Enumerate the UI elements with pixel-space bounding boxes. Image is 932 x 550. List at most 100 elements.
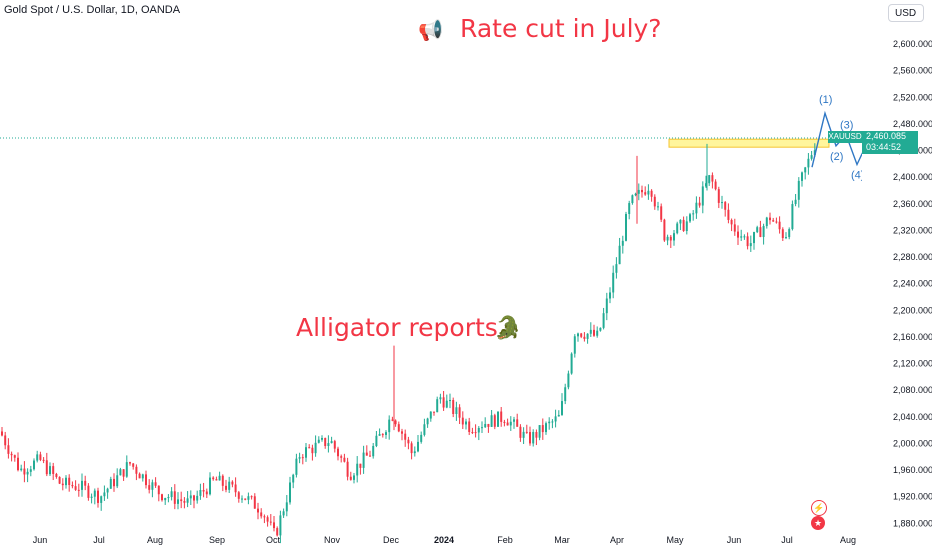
candle-body: [417, 441, 419, 452]
candle-body: [161, 494, 163, 501]
candle-body: [404, 433, 407, 440]
price-tick-label: 1,960.000: [893, 465, 932, 475]
time-tick-label: Jul: [781, 535, 793, 545]
candle-body: [426, 418, 429, 425]
alligator-annotation[interactable]: Alligator reports: [296, 313, 498, 342]
candle-body: [151, 482, 154, 490]
candle-body: [753, 232, 755, 244]
candle-body: [394, 420, 397, 425]
candle-body: [170, 491, 173, 498]
candle-body: [759, 227, 762, 237]
time-tick-label: Dec: [383, 535, 400, 545]
candle-body: [503, 421, 506, 423]
candle-body: [647, 190, 650, 195]
candle-body: [362, 452, 365, 468]
candle-body: [189, 495, 192, 499]
candle-body: [173, 491, 176, 504]
wave-label: (2): [830, 151, 843, 163]
price-tick-label: 2,120.000: [893, 359, 932, 369]
candle-body: [682, 219, 685, 231]
candle-body: [58, 476, 61, 484]
time-tick-label: May: [666, 535, 684, 545]
candle-body: [289, 482, 291, 503]
candle-body: [113, 478, 115, 487]
rate-cut-annotation[interactable]: Rate cut in July?: [460, 14, 662, 43]
candle-body: [522, 431, 525, 438]
candle-body: [401, 431, 403, 434]
candle-body: [263, 516, 266, 518]
price-axis: 1,880.000 1,920.000 1,960.000 2,000.000 2,04…: [862, 0, 932, 550]
candle-body: [596, 330, 599, 336]
candle-body: [500, 411, 503, 422]
last-price-tag: 2,460.085 03:44:52: [862, 131, 918, 154]
candle-body: [324, 437, 327, 447]
candle-body: [532, 431, 535, 444]
candle-body: [650, 190, 653, 197]
price-tick-label: 2,560.000: [893, 66, 932, 76]
candle-body: [506, 422, 509, 426]
candle-body: [711, 175, 714, 182]
candle-body: [337, 448, 339, 457]
time-tick-label: Aug: [840, 535, 856, 545]
currency-selector[interactable]: USD: [888, 4, 924, 22]
candle-body: [535, 431, 538, 438]
candle-body: [641, 189, 643, 193]
candle-body: [122, 469, 125, 477]
price-tick-label: 1,920.000: [893, 492, 932, 502]
candle-body: [493, 415, 496, 427]
candle-body: [551, 421, 554, 423]
candle-body: [359, 463, 362, 468]
candle-body: [23, 468, 26, 475]
candle-body: [637, 189, 640, 194]
candle-body: [157, 485, 160, 495]
candle-body: [202, 490, 205, 492]
resistance-zone-rect: [668, 138, 830, 148]
candle-body: [369, 455, 371, 457]
price-tick-label: 1,880.000: [893, 518, 932, 528]
candle-body: [314, 442, 317, 454]
candle-body: [145, 474, 147, 486]
candle-body: [765, 217, 768, 227]
candle-body: [769, 217, 771, 221]
candle-body: [301, 457, 304, 459]
candle-body: [141, 474, 144, 479]
candle-body: [573, 336, 576, 354]
wave-label: (3): [840, 120, 853, 132]
candle-body: [199, 490, 202, 496]
candle-body: [372, 445, 375, 457]
candle-body: [397, 424, 400, 432]
chart-title: Gold Spot / U.S. Dollar, 1D, OANDA: [4, 4, 181, 16]
candle-body: [231, 481, 234, 485]
candle-body: [205, 491, 208, 495]
candle-body: [465, 421, 467, 425]
candle-body: [583, 336, 586, 339]
candle-body: [93, 490, 96, 497]
candle-body: [791, 204, 794, 230]
candle-body: [743, 236, 746, 238]
candle-body: [17, 457, 19, 471]
candle-body: [570, 353, 573, 374]
us-flag-event-icon[interactable]: ★: [811, 516, 825, 530]
candle-body: [330, 441, 333, 444]
candle-body: [538, 425, 541, 438]
candle-body: [221, 475, 224, 486]
candle-body: [669, 236, 672, 241]
time-tick-label: Mar: [554, 535, 570, 545]
candle-body: [353, 475, 355, 480]
candle-body: [410, 443, 413, 454]
candle-body: [212, 477, 215, 480]
candle-body: [529, 432, 531, 444]
candle-body: [724, 202, 727, 210]
lightning-event-icon[interactable]: ⚡: [811, 500, 827, 516]
candle-body: [801, 172, 803, 181]
candle-body: [154, 482, 157, 486]
candle-body: [634, 193, 637, 196]
candle-body: [308, 447, 311, 449]
candle-body: [305, 447, 307, 458]
candle-body: [183, 501, 186, 503]
countdown: 03:44:52: [866, 142, 902, 152]
candle-body: [186, 498, 189, 503]
megaphone-icon: 📢: [418, 20, 443, 42]
candle-body: [644, 192, 647, 195]
